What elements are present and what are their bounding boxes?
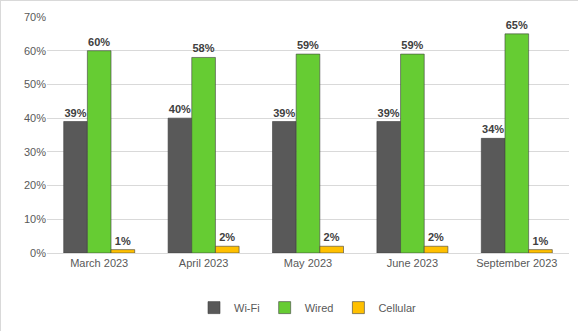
- svg-text:39%: 39%: [378, 107, 400, 119]
- svg-text:Cellular: Cellular: [378, 302, 416, 314]
- svg-text:May 2023: May 2023: [284, 257, 332, 269]
- svg-text:1%: 1%: [115, 235, 131, 247]
- svg-text:June 2023: June 2023: [387, 257, 438, 269]
- svg-text:10%: 10%: [24, 213, 46, 225]
- svg-text:40%: 40%: [24, 112, 46, 124]
- svg-text:39%: 39%: [64, 107, 86, 119]
- svg-text:1%: 1%: [532, 235, 548, 247]
- svg-text:September 2023: September 2023: [476, 257, 557, 269]
- svg-text:Wired: Wired: [305, 302, 334, 314]
- svg-text:70%: 70%: [24, 11, 46, 23]
- svg-text:60%: 60%: [88, 36, 110, 48]
- svg-text:60%: 60%: [24, 45, 46, 57]
- svg-text:30%: 30%: [24, 146, 46, 158]
- svg-text:59%: 59%: [401, 39, 423, 51]
- svg-text:40%: 40%: [169, 103, 191, 115]
- svg-text:2%: 2%: [219, 231, 235, 243]
- svg-text:58%: 58%: [192, 42, 214, 54]
- svg-text:39%: 39%: [273, 107, 295, 119]
- svg-text:April 2023: April 2023: [179, 257, 229, 269]
- svg-text:2%: 2%: [324, 231, 340, 243]
- svg-text:34%: 34%: [482, 123, 504, 135]
- svg-text:0%: 0%: [30, 247, 46, 259]
- svg-text:59%: 59%: [297, 39, 319, 51]
- svg-text:65%: 65%: [506, 19, 528, 31]
- svg-text:20%: 20%: [24, 179, 46, 191]
- svg-text:Wi-Fi: Wi-Fi: [234, 302, 260, 314]
- svg-text:50%: 50%: [24, 78, 46, 90]
- svg-text:2%: 2%: [428, 231, 444, 243]
- svg-text:March 2023: March 2023: [70, 257, 128, 269]
